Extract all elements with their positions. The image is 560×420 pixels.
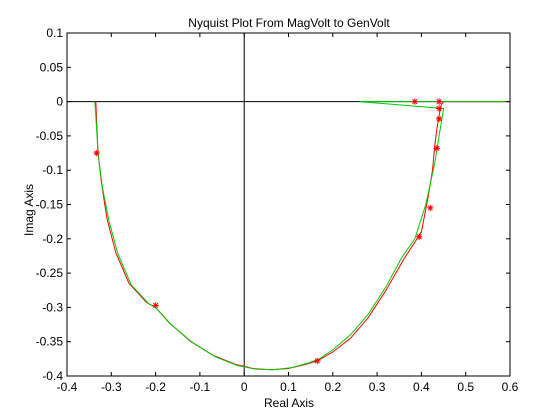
x-tick-label: -0.3 <box>101 380 122 394</box>
y-tick-label: -0.2 <box>42 232 63 246</box>
marker-star <box>435 98 443 105</box>
marker-star <box>435 115 443 122</box>
x-tick-label: 0.4 <box>413 380 430 394</box>
y-tick-label: -0.4 <box>42 369 63 383</box>
series-line-green <box>94 101 510 371</box>
marker-star <box>411 98 418 105</box>
y-tick-label: -0.35 <box>36 335 64 349</box>
x-tick-label: 0.6 <box>502 380 519 394</box>
y-tick-label: 0.1 <box>46 26 63 40</box>
y-tick-label: 0.05 <box>40 60 64 74</box>
marker-star <box>152 302 159 309</box>
chart-title: Nyquist Plot From MagVolt to GenVolt <box>188 16 390 30</box>
y-tick-label: 0 <box>56 95 63 109</box>
plot-area: -0.4 -0.3 -0.2 -0.1 0 0.1 0.2 0.3 0.4 0.5 0.6 0.1 0.… <box>36 26 519 394</box>
marker-star <box>93 149 100 157</box>
x-axis-label: Real Axis <box>264 396 314 410</box>
y-axis-label: Imag Axis <box>22 184 36 236</box>
x-tick-label: 0 <box>241 380 248 394</box>
marker-star <box>435 105 443 112</box>
x-tick-label: 0.5 <box>457 380 474 394</box>
x-tick-label: 0.1 <box>280 380 297 394</box>
marker-star <box>415 233 423 240</box>
marker-star <box>433 145 441 152</box>
y-tick-label: -0.3 <box>42 300 63 314</box>
y-tick-label: -0.1 <box>42 163 63 177</box>
x-tick-label: 0.2 <box>324 380 341 394</box>
marker-star <box>314 357 321 365</box>
y-tick-label: -0.15 <box>36 198 64 212</box>
marker-star <box>427 204 434 212</box>
x-tick-label: -0.2 <box>145 380 166 394</box>
y-tick-label: -0.05 <box>36 129 64 143</box>
x-tick-label: -0.4 <box>57 380 78 394</box>
x-tick-label: -0.1 <box>190 380 211 394</box>
x-tick-label: 0.3 <box>369 380 386 394</box>
series-line-red <box>95 101 510 371</box>
y-tick-label: -0.25 <box>36 266 64 280</box>
